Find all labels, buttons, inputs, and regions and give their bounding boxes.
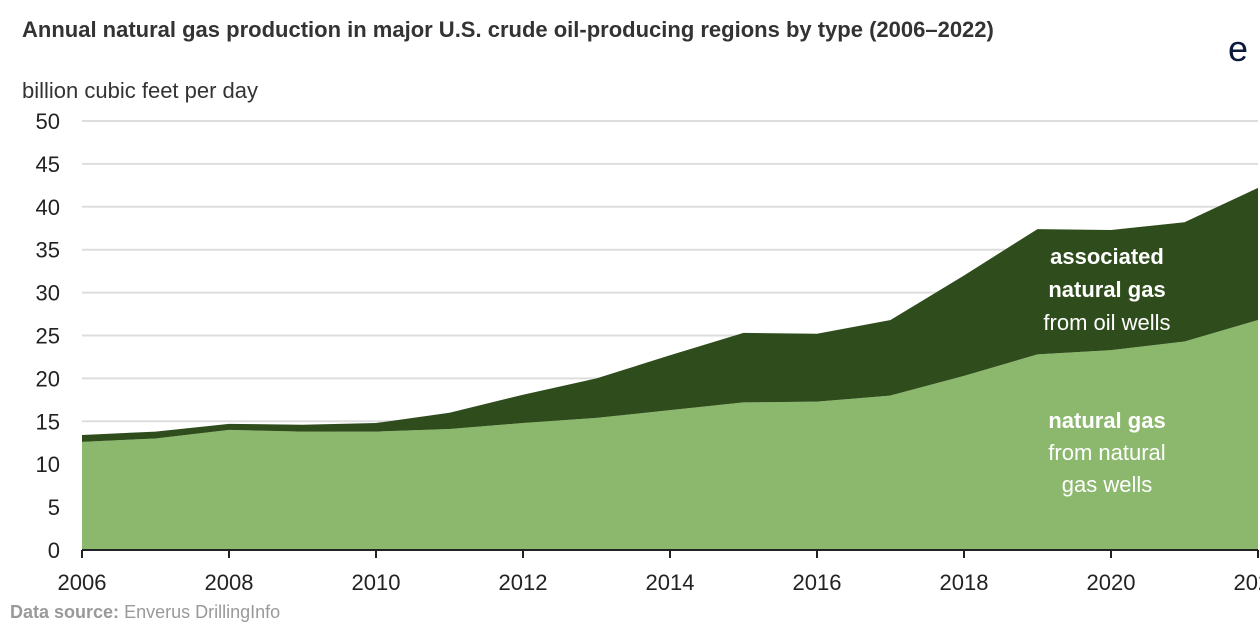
y-tick-label: 45 <box>36 152 60 177</box>
y-tick-label: 10 <box>36 452 60 477</box>
x-tick-label: 2014 <box>646 570 695 595</box>
area-series-1 <box>82 187 1258 442</box>
area-series-0 <box>82 320 1258 550</box>
source-text: Enverus DrillingInfo <box>124 602 281 622</box>
y-tick-label: 15 <box>36 409 60 434</box>
series-label-natural-gas-wells-sub: from natural <box>1048 440 1165 465</box>
series-label-associated-gas: associated <box>1050 244 1164 269</box>
y-tick-label: 30 <box>36 281 60 306</box>
data-source: Data source: Enverus DrillingInfo <box>10 602 280 623</box>
y-tick-label: 0 <box>48 538 60 563</box>
x-tick-label: 2012 <box>499 570 548 595</box>
y-tick-label: 5 <box>48 495 60 520</box>
x-tick-label: 2018 <box>940 570 989 595</box>
y-tick-label: 50 <box>36 109 60 134</box>
y-tick-label: 25 <box>36 324 60 349</box>
x-tick-label: 2022 <box>1234 570 1260 595</box>
eia-logo: e <box>1228 28 1249 69</box>
x-tick-label: 2016 <box>793 570 842 595</box>
x-tick-label: 2020 <box>1087 570 1136 595</box>
series-label-natural-gas-wells-sub: gas wells <box>1062 472 1152 497</box>
source-label: Data source: <box>10 602 120 622</box>
series-label-associated-gas: natural gas <box>1048 277 1165 302</box>
series-label-natural-gas-wells: natural gas <box>1048 408 1165 433</box>
y-axis-label: billion cubic feet per day <box>22 78 259 103</box>
x-tick-label: 2006 <box>58 570 107 595</box>
y-tick-label: 35 <box>36 238 60 263</box>
y-tick-label: 20 <box>36 366 60 391</box>
series-label-associated-gas-sub: from oil wells <box>1043 310 1170 335</box>
x-tick-label: 2008 <box>205 570 254 595</box>
x-tick-label: 2010 <box>352 570 401 595</box>
chart-title: Annual natural gas production in major U… <box>22 17 994 42</box>
y-tick-label: 40 <box>36 195 60 220</box>
